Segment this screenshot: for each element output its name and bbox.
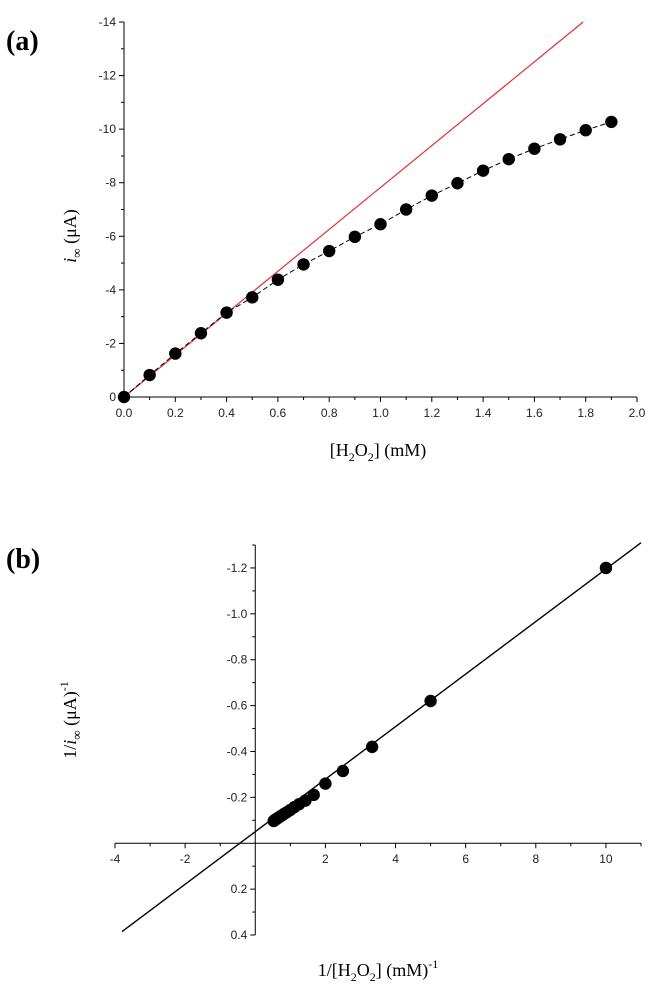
panel-a-x-tick-label: 0.2 bbox=[167, 406, 184, 420]
panel-a-data-point bbox=[348, 230, 362, 244]
panel-b-y-tick-label: 0.2 bbox=[231, 882, 248, 896]
panel-b-data-point bbox=[424, 694, 437, 708]
panel-a-data-point bbox=[143, 368, 156, 382]
panel-b-data-point bbox=[307, 788, 320, 802]
panel-a-data-point bbox=[297, 258, 310, 271]
panel-a-y-tick-label: -4 bbox=[105, 283, 116, 297]
panel-b-data-point bbox=[336, 764, 350, 778]
panel-b-y-tick-label: -0.4 bbox=[227, 744, 248, 758]
panel-a-x-tick-label: 0.8 bbox=[321, 406, 338, 420]
panel-b-fit-line-group bbox=[121, 542, 642, 933]
panel-b-x-tick-label: 4 bbox=[392, 852, 399, 866]
panel-a-y-tick-label: -10 bbox=[99, 122, 117, 136]
panel-a-y-tick-label: -6 bbox=[105, 229, 116, 243]
panel-b-data-group bbox=[267, 561, 613, 828]
panel-b-y-tick-label: -0.2 bbox=[227, 790, 248, 804]
panel-b-x-tick-label: 6 bbox=[462, 852, 469, 866]
panel-a-data-point bbox=[425, 189, 438, 202]
panel-a-data-point bbox=[502, 152, 515, 166]
panel-a-data-point bbox=[451, 177, 464, 190]
panel-a-chart: (a) 0.0 0.2 0.4 0.6 0.8 1.0 1.2 1.4 1.6 1.8 2.0 0 -2… bbox=[6, 15, 646, 464]
panel-a-x-tick-label: 1.8 bbox=[577, 406, 594, 420]
panel-a-y-tick-label: -12 bbox=[99, 69, 117, 83]
panel-a-x-tick-label: 2.0 bbox=[629, 406, 646, 420]
panel-a-tick-labels: 0.0 0.2 0.4 0.6 0.8 1.0 1.2 1.4 1.6 1.8 2.0 0 -2 -4 -6… bbox=[99, 15, 646, 420]
panel-b-y-tick-label: -0.6 bbox=[227, 699, 248, 713]
panel-b-data-point bbox=[319, 777, 332, 790]
panel-a-reference-line-group bbox=[123, 21, 584, 398]
panel-b-chart: (b) -4 -2 2 4 6 8 10 0.4 0.2 -0.2 -0.4 -0.6 -0.8 -1.0… bbox=[6, 542, 642, 984]
panel-a-data-point bbox=[399, 203, 413, 216]
panel-a-data-point bbox=[605, 115, 618, 129]
panel-a-label: (a) bbox=[6, 26, 39, 57]
panel-b-x-tick-label: -4 bbox=[110, 852, 121, 866]
panel-a-x-axis-title: [H2O2] (mM) bbox=[330, 440, 427, 464]
panel-b-y-tick-label: 0.4 bbox=[231, 928, 248, 942]
panel-b-x-tick-label: 8 bbox=[532, 852, 539, 866]
panel-b-data-point bbox=[599, 561, 613, 575]
panel-a-x-tick-label: 1.6 bbox=[526, 406, 543, 420]
panel-a-data-point bbox=[220, 306, 233, 319]
panel-a-data-group bbox=[117, 115, 618, 404]
panel-a-x-tick-label: 1.0 bbox=[372, 406, 389, 420]
panel-a-data-point bbox=[476, 164, 490, 177]
panel-a-data-point bbox=[271, 273, 285, 286]
panel-a-data-point bbox=[528, 142, 541, 155]
panel-b-y-tick-label: -1.2 bbox=[227, 561, 248, 575]
panel-a-axes bbox=[119, 21, 638, 402]
panel-a-x-tick-label: 0.6 bbox=[270, 406, 287, 420]
panel-b-y-tick-label: -0.8 bbox=[227, 653, 248, 667]
panel-b-x-axis-title: 1/[H2O2] (mM)-1 bbox=[318, 957, 439, 984]
panel-b-y-axis-title: 1/i∞ (μA)-1 bbox=[57, 681, 84, 758]
panel-a-reference-line bbox=[123, 21, 584, 398]
panel-a-x-tick-label: 1.2 bbox=[423, 406, 440, 420]
panel-a-data-point bbox=[323, 244, 336, 258]
panel-b-y-tick-label: -1.0 bbox=[227, 607, 248, 621]
panel-b-data-point bbox=[365, 740, 379, 754]
panel-a-y-tick-label: -14 bbox=[99, 15, 117, 29]
panel-a-data-point bbox=[246, 291, 259, 304]
panel-a-data-point bbox=[374, 218, 387, 231]
panel-b-x-tick-label: -2 bbox=[180, 852, 191, 866]
panel-a-data-line bbox=[123, 121, 612, 398]
panel-a-data-point bbox=[579, 124, 592, 137]
panel-b-tick-labels: -4 -2 2 4 6 8 10 0.4 0.2 -0.2 -0.4 -0.6 -0.8 -1.0 -1.2 bbox=[110, 561, 613, 942]
panel-a-y-tick-label: -8 bbox=[105, 176, 116, 190]
panel-a-y-tick-label: -2 bbox=[105, 336, 116, 350]
panel-b-label: (b) bbox=[6, 544, 40, 575]
panel-b-fit-line bbox=[121, 542, 642, 933]
panel-a-data-point bbox=[553, 133, 567, 146]
panel-a-y-tick-label: 0 bbox=[109, 390, 116, 404]
panel-a-x-tick-label: 0.0 bbox=[116, 406, 133, 420]
panel-a-x-tick-label: 1.4 bbox=[475, 406, 492, 420]
panel-b-x-tick-label: 2 bbox=[322, 852, 329, 866]
panel-a-data-point bbox=[194, 327, 208, 340]
panel-b-x-tick-label: 10 bbox=[599, 852, 613, 866]
panel-a-x-tick-label: 0.4 bbox=[218, 406, 235, 420]
panel-a-y-axis-title: i∞ (μA) bbox=[60, 209, 84, 262]
panel-a-data-point bbox=[169, 347, 182, 360]
panel-b-axes bbox=[114, 544, 642, 936]
